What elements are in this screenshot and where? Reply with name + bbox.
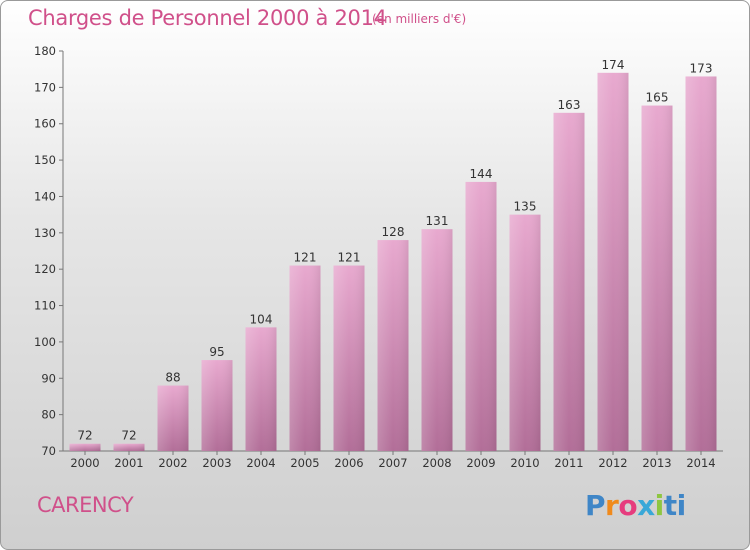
bar-shade: [113, 443, 145, 451]
bar-shade: [245, 327, 277, 451]
x-tick-label: 2007: [378, 456, 407, 470]
logo-letter: x: [637, 489, 655, 522]
y-tick-label: 160: [34, 117, 56, 131]
logo-letter: o: [618, 489, 638, 522]
data-label: 163: [558, 98, 581, 112]
data-label: 88: [165, 371, 180, 385]
x-tick-label: 2010: [510, 456, 539, 470]
y-tick-label: 170: [34, 80, 56, 94]
x-tick-label: 2013: [642, 456, 671, 470]
y-tick-label: 120: [34, 262, 56, 276]
y-tick-label: 70: [41, 444, 56, 458]
x-tick-label: 2004: [246, 456, 275, 470]
y-tick-label: 100: [34, 335, 56, 349]
logo-letter: P: [585, 489, 606, 522]
logo-letter: ti: [663, 489, 686, 522]
y-tick-label: 140: [34, 189, 56, 203]
axes: 70 80 90 100 110 120 130 140 150 160 170 180 2000 200…: [34, 44, 723, 470]
bar-shade: [465, 181, 497, 451]
bar-shade: [509, 214, 541, 451]
bar-shade: [157, 385, 189, 451]
bar-shade: [289, 265, 321, 451]
proxiti-logo: Proxiti: [585, 489, 686, 522]
y-tick-label: 90: [41, 371, 56, 385]
data-label: 128: [382, 225, 405, 239]
commune-name: CARENCY: [37, 493, 134, 517]
bar-shade: [421, 229, 453, 451]
logo-letter: r: [605, 489, 619, 522]
x-tick-label: 2008: [422, 456, 451, 470]
x-tick-label: 2003: [202, 456, 231, 470]
y-tick-label: 150: [34, 153, 56, 167]
y-tick-label: 130: [34, 226, 56, 240]
data-label: 174: [602, 58, 625, 72]
y-tick-label: 110: [34, 299, 56, 313]
bar-shade: [69, 443, 101, 451]
bar-shade: [201, 360, 233, 451]
bar-shade: [685, 76, 717, 452]
data-label: 165: [646, 91, 669, 105]
x-tick-label: 2002: [158, 456, 187, 470]
x-tick-label: 2009: [466, 456, 495, 470]
x-tick-label: 2012: [598, 456, 627, 470]
data-labels: 72 72 88 95 104 121 121 128 131 144 135 163 174 165 17…: [77, 58, 712, 443]
x-tick-label: 2006: [334, 456, 363, 470]
x-tick-label: 2014: [686, 456, 715, 470]
unit-note: (en milliers d'€): [372, 12, 467, 26]
bar-shade: [333, 265, 365, 451]
data-label: 95: [209, 345, 224, 359]
data-label: 104: [250, 312, 273, 326]
data-label: 131: [426, 214, 449, 228]
data-label: 121: [294, 251, 317, 265]
data-label: 144: [470, 167, 493, 181]
bar-shade: [553, 112, 585, 452]
x-tick-label: 2011: [554, 456, 583, 470]
y-tick-label: 80: [41, 408, 56, 422]
data-label: 72: [77, 429, 92, 443]
bars: [69, 72, 717, 452]
data-label: 121: [338, 251, 361, 265]
data-label: 135: [514, 200, 537, 214]
bar-shade: [597, 72, 629, 452]
y-tick-label: 180: [34, 44, 56, 58]
logo-letter: i: [654, 489, 665, 522]
chart-title: Charges de Personnel 2000 à 2014: [28, 6, 387, 30]
x-tick-label: 2001: [114, 456, 143, 470]
data-label: 72: [121, 429, 136, 443]
bar-shade: [641, 105, 673, 451]
x-tick-label: 2005: [290, 456, 319, 470]
data-label: 173: [690, 61, 713, 75]
x-tick-label: 2000: [70, 456, 99, 470]
bar-shade: [377, 240, 409, 451]
